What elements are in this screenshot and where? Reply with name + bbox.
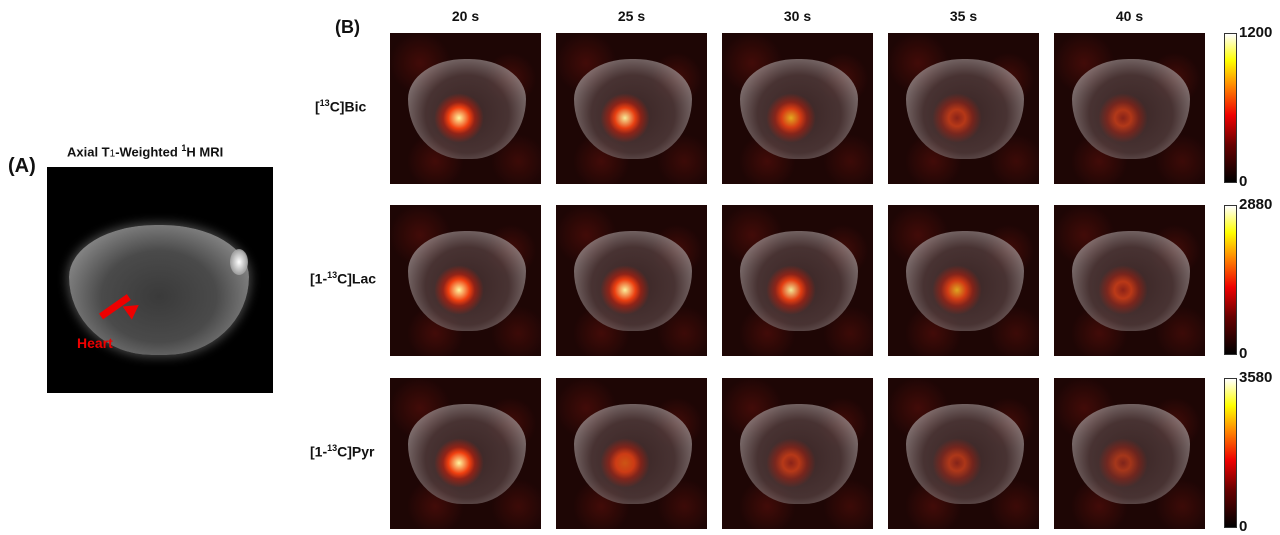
row-label-superscript: 13 [319, 98, 330, 108]
hotspot [932, 265, 982, 315]
row-label-superscript: 13 [327, 443, 338, 453]
row-label-superscript: 13 [327, 270, 338, 280]
column-label: 25 s [617, 8, 646, 24]
row-label-text: C]Bic [329, 98, 367, 115]
hotspot [766, 438, 816, 488]
row-label-text: [1- [310, 270, 328, 287]
title-text: Axial T [67, 144, 110, 160]
metabolite-image [390, 378, 541, 529]
body-cross-section [69, 225, 249, 355]
hotspot [766, 93, 816, 143]
metabolite-image [888, 205, 1039, 356]
metabolite-image [888, 378, 1039, 529]
hotspot [434, 265, 484, 315]
metabolite-image [1054, 205, 1205, 356]
colorbar-max: 3580 [1239, 369, 1273, 386]
metabolite-image [722, 205, 873, 356]
panel-a-label: (A) [8, 155, 36, 177]
column-label: 35 s [949, 8, 978, 24]
row-label-text: [1- [310, 443, 328, 460]
row-label: [1-13C]Pyr [310, 443, 375, 460]
colorbar [1224, 205, 1237, 355]
hotspot [1098, 93, 1148, 143]
colorbar [1224, 33, 1237, 183]
metabolite-image [1054, 378, 1205, 529]
column-label: 30 s [783, 8, 812, 24]
column-label: 40 s [1115, 8, 1144, 24]
metabolite-image [556, 205, 707, 356]
row-label-text: [ [315, 98, 320, 115]
metabolite-image [390, 205, 541, 356]
hotspot [1098, 265, 1148, 315]
hotspot [932, 438, 982, 488]
title-text: H MRI [186, 144, 224, 160]
title-text: -Weighted [115, 144, 182, 160]
colorbar [1224, 378, 1237, 528]
column-label: 20 s [451, 8, 480, 24]
colorbar-min: 0 [1239, 345, 1248, 362]
heart-annotation: Heart [77, 335, 113, 351]
metabolite-image [722, 33, 873, 184]
row-label-text: C]Lac [337, 270, 377, 287]
title-superscript: 1 [181, 143, 187, 153]
hotspot [600, 265, 650, 315]
hotspot [932, 93, 982, 143]
metabolite-image [1054, 33, 1205, 184]
mri-image: Heart [47, 167, 273, 393]
hotspot [434, 438, 484, 488]
hotspot [600, 93, 650, 143]
metabolite-image [556, 33, 707, 184]
row-label-text: C]Pyr [337, 443, 375, 460]
bright-spot [230, 249, 248, 275]
panel-b-label: (B) [335, 17, 360, 37]
row-label: [1-13C]Lac [310, 270, 376, 287]
metabolite-image [888, 33, 1039, 184]
hotspot [766, 265, 816, 315]
hotspot [600, 438, 650, 488]
row-label: [13C]Bic [315, 98, 366, 115]
colorbar-max: 1200 [1239, 24, 1273, 41]
hotspot [434, 93, 484, 143]
metabolite-image [390, 33, 541, 184]
metabolite-image [722, 378, 873, 529]
colorbar-min: 0 [1239, 173, 1248, 190]
panel-a-title: Axial T1-Weighted 1H MRI [67, 143, 223, 159]
colorbar-min: 0 [1239, 518, 1248, 535]
metabolite-image [556, 378, 707, 529]
title-subscript: 1 [109, 148, 116, 160]
colorbar-max: 2880 [1239, 196, 1273, 213]
hotspot [1098, 438, 1148, 488]
